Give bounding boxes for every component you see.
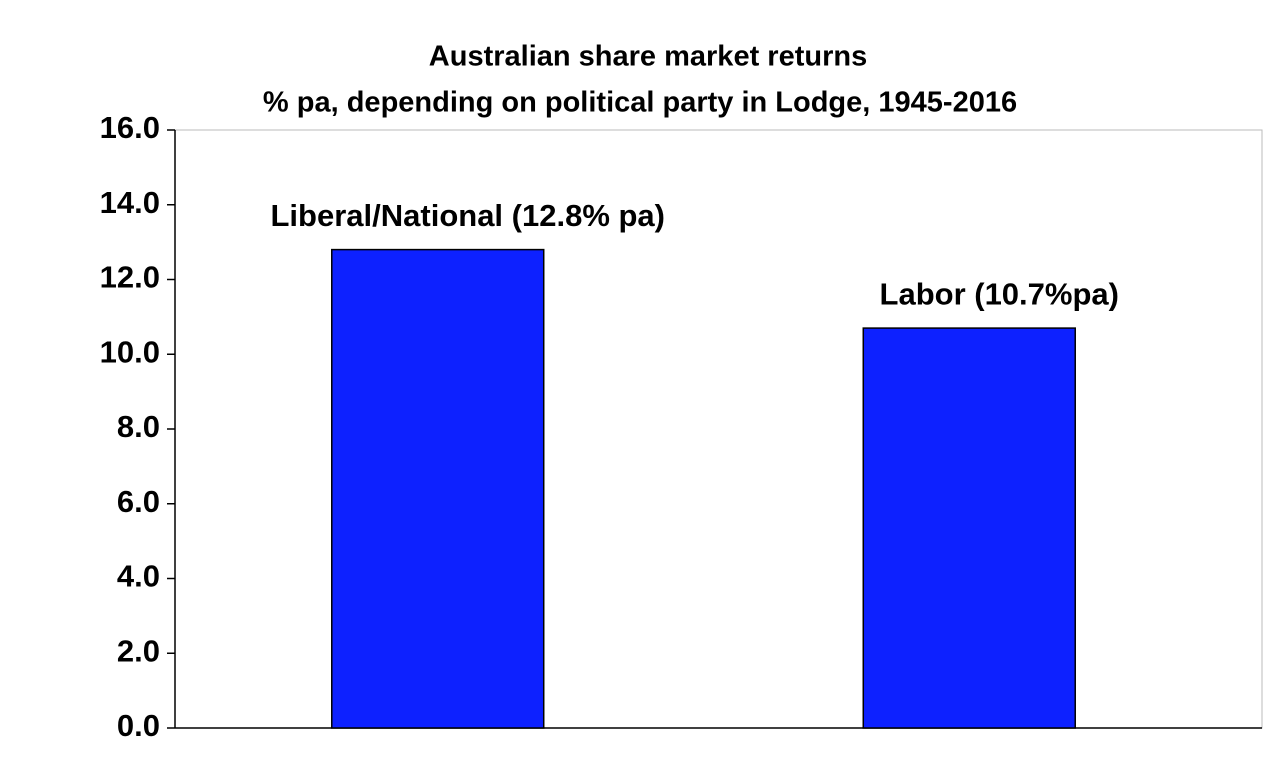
value-label: Labor (10.7%pa) bbox=[880, 276, 1119, 311]
y-tick-label: 6.0 bbox=[117, 484, 160, 519]
y-tick-label: 14.0 bbox=[100, 185, 160, 220]
chart-title: Australian share market returns bbox=[429, 41, 867, 73]
value-label: Liberal/National (12.8% pa) bbox=[271, 198, 666, 233]
y-tick-label: 10.0 bbox=[100, 334, 160, 369]
bar bbox=[331, 248, 545, 729]
y-tick-label: 0.0 bbox=[117, 708, 160, 743]
y-tick-label: 2.0 bbox=[117, 633, 160, 668]
bar bbox=[862, 327, 1076, 729]
chart-subtitle: % pa, depending on political party in Lo… bbox=[263, 87, 1017, 119]
y-tick-label: 4.0 bbox=[117, 559, 160, 594]
y-tick-label: 12.0 bbox=[100, 260, 160, 295]
y-tick-label: 8.0 bbox=[117, 409, 160, 444]
y-tick-label: 16.0 bbox=[100, 110, 160, 145]
